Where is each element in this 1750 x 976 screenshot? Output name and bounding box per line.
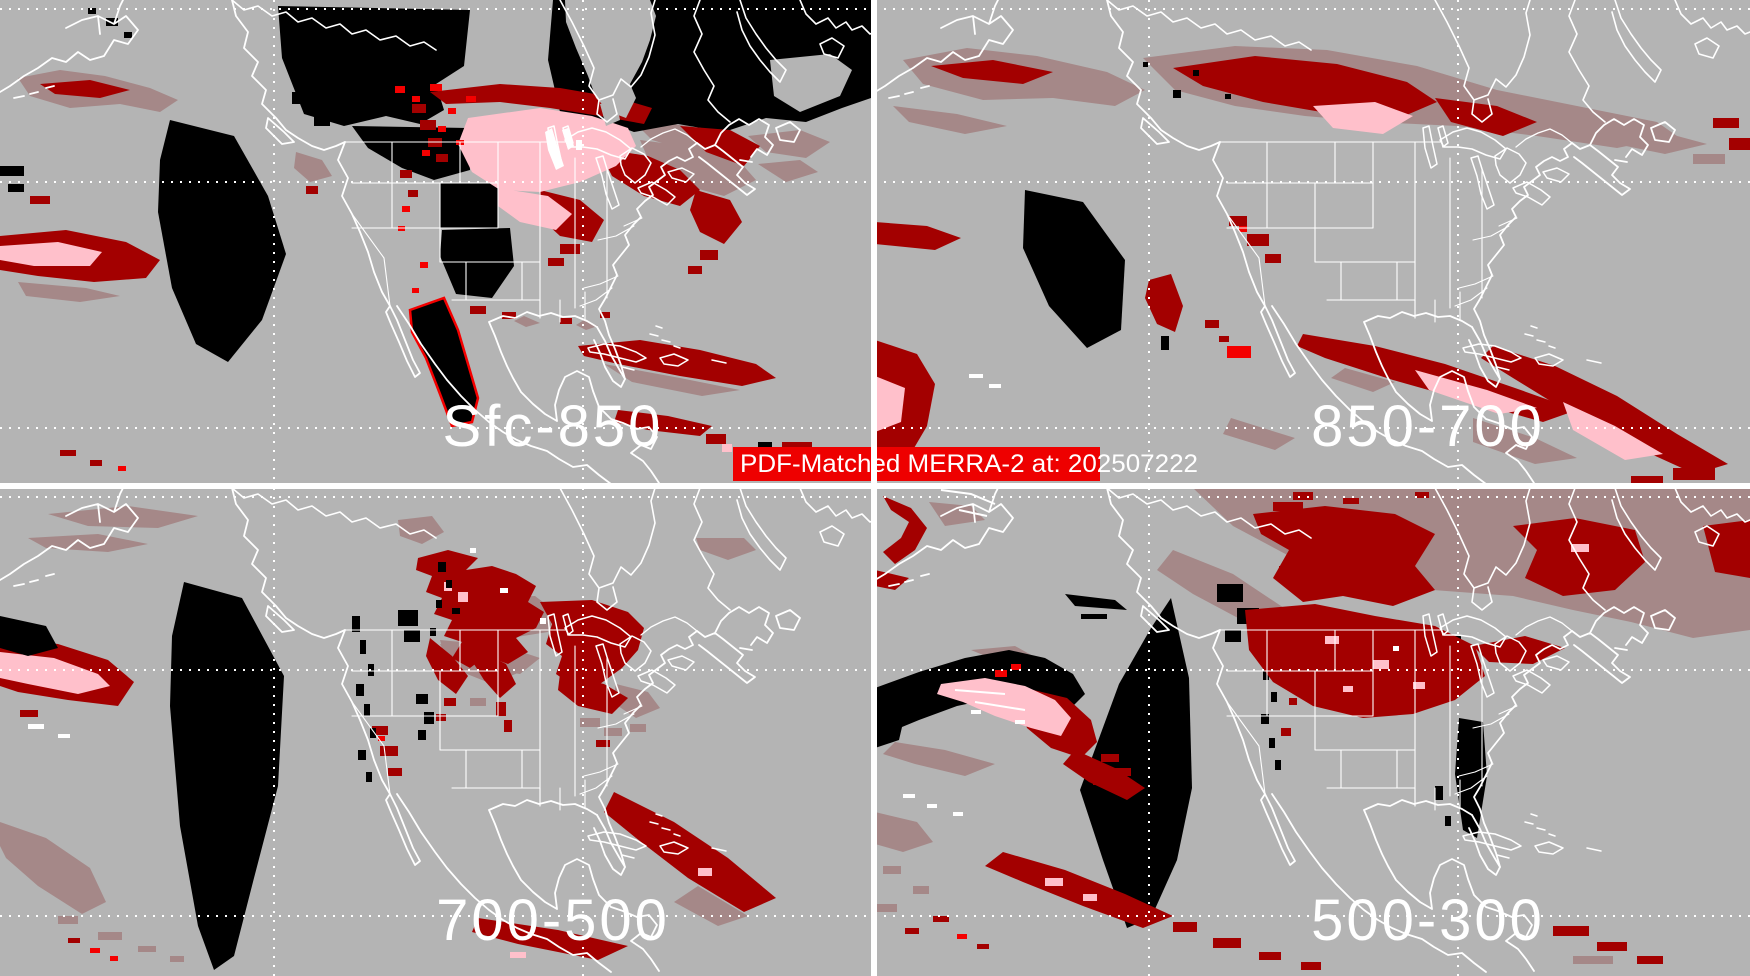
sierra-madre-black-strip-red-rim bbox=[408, 296, 480, 428]
white-swirl-lines bbox=[940, 489, 1026, 711]
panel-850-700: 850-700 bbox=[875, 0, 1750, 488]
cloud-mask-black-regions bbox=[0, 0, 871, 452]
bright-red-specks bbox=[957, 664, 1021, 939]
bright-red-specks bbox=[90, 736, 385, 961]
panel-label-500-300: 500-300 bbox=[1311, 888, 1545, 953]
bright-red-specks bbox=[1227, 226, 1251, 358]
panel-divider-horizontal bbox=[0, 483, 1750, 489]
banner-text: PDF-Matched MERRA-2 at: 202507222 bbox=[740, 450, 1198, 478]
panel-label-850-700: 850-700 bbox=[1311, 394, 1545, 459]
pink-regions bbox=[875, 102, 1663, 460]
white-streak-patches bbox=[903, 646, 1399, 816]
water-carve-regions bbox=[565, 0, 852, 126]
panel-label-sfc-850: Sfc-850 bbox=[443, 394, 664, 459]
cloud-mask-black-regions bbox=[0, 562, 460, 970]
panel-sfc-850: Sfc-850 bbox=[0, 0, 875, 488]
panel-700-500: 700-500 bbox=[0, 488, 875, 976]
pink-regions bbox=[0, 108, 732, 452]
white-dash-patches bbox=[969, 374, 1001, 388]
panel-500-300: 500-300 bbox=[875, 488, 1750, 976]
white-dash-patches bbox=[28, 548, 546, 738]
cloud-mask-black-regions bbox=[1023, 62, 1231, 350]
title-banner: PDF-Matched MERRA-2 at: 202507222 bbox=[733, 447, 1198, 481]
banner-background bbox=[733, 447, 1100, 481]
panel-label-700-500: 700-500 bbox=[436, 888, 670, 953]
